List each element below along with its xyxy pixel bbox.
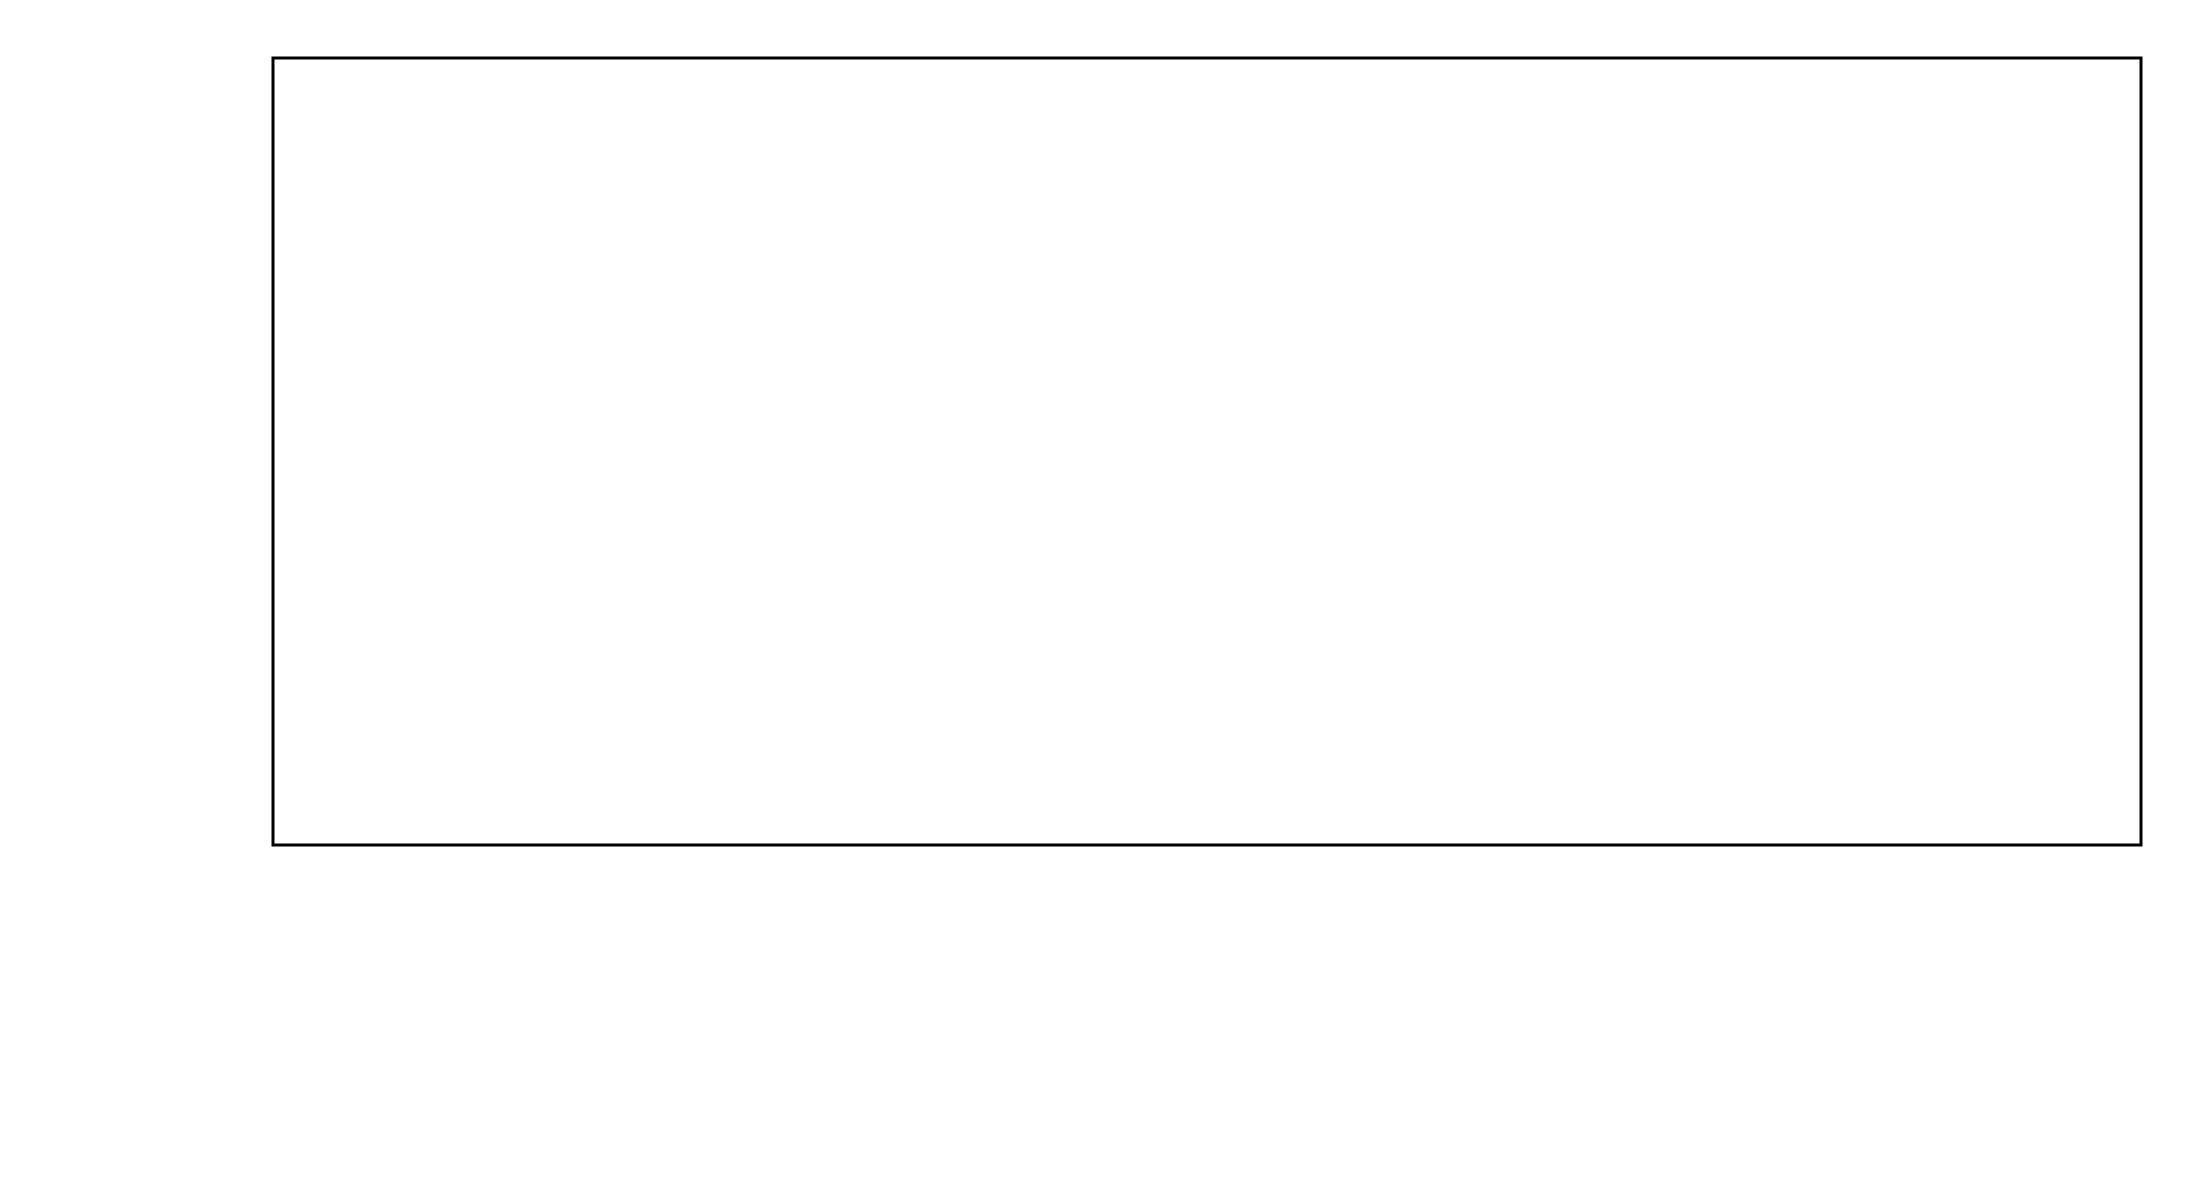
plot-border (271, 56, 2143, 847)
